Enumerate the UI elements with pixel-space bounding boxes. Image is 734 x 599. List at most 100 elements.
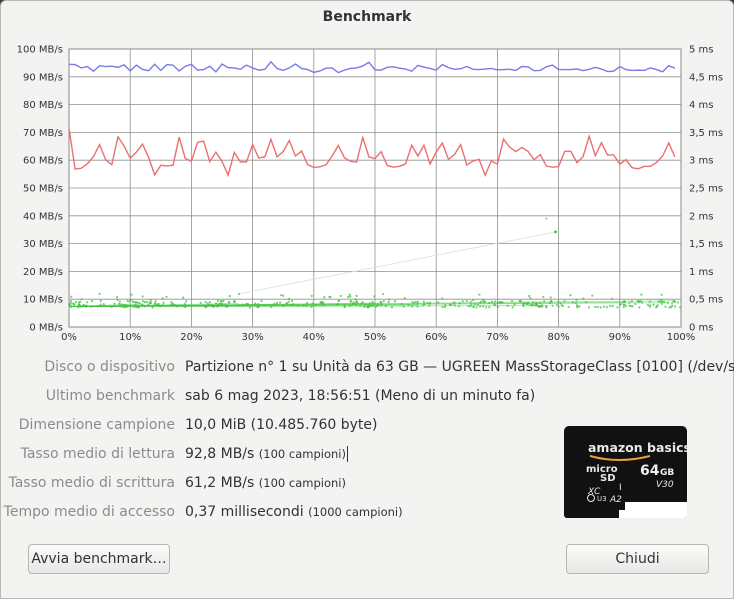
access-time-point — [233, 300, 237, 303]
access-time-point — [567, 305, 570, 309]
access-time-point — [624, 304, 627, 307]
read-rate-value-wrap: 92,8 MB/s (100 campioni) — [185, 443, 348, 465]
access-time-point — [199, 301, 202, 305]
y-left-tick-label: 50 MB/s — [23, 184, 63, 195]
access-time-point — [569, 294, 572, 297]
access-time-point — [141, 295, 144, 298]
access-time-point — [551, 304, 554, 307]
access-time-point — [545, 217, 548, 220]
access-time-point — [403, 297, 406, 300]
write-rate-line — [68, 128, 676, 178]
y-right-tick-label: 2 ms — [689, 211, 714, 222]
access-time-point — [496, 305, 500, 309]
access-time-point — [549, 296, 552, 299]
y-left-tick-label: 20 MB/s — [23, 267, 63, 278]
benchmark-chart: 0% 10% 20% 30% 40% 50% 60% 70% 80% 90% 100% 0 MB/s 0… — [17, 45, 723, 342]
access-time-point — [162, 301, 165, 304]
access-time-point — [578, 305, 581, 308]
x-tick-label: 60% — [425, 332, 447, 341]
write-rate-value: 61,2 MB/s — [185, 475, 255, 491]
access-time-point — [545, 306, 548, 309]
read-samples: (100 campioni) — [258, 447, 346, 461]
access-time-point — [145, 300, 148, 303]
access-time-point — [80, 298, 83, 301]
read-rate-label: Tasso medio di lettura — [20, 446, 175, 462]
access-time-point — [228, 294, 231, 298]
access-time-point — [130, 293, 133, 296]
access-time-point — [382, 292, 385, 296]
sd-micro: micro — [586, 464, 618, 475]
access-time-point — [554, 230, 557, 234]
access-time-point — [148, 301, 151, 304]
access-time-point — [74, 301, 78, 304]
access-time-point — [291, 299, 294, 303]
access-time-point — [443, 306, 447, 309]
access-time-point — [472, 298, 475, 302]
close-button[interactable]: Chiudi — [566, 544, 709, 574]
access-time-point — [275, 301, 279, 305]
write-rate-value-wrap: 61,2 MB/s (100 campioni) — [185, 472, 346, 494]
access-time-point — [228, 300, 231, 304]
start-benchmark-button[interactable]: Avvia benchmark… — [28, 544, 170, 574]
x-tick-label: 0% — [61, 332, 77, 341]
access-time-point — [388, 298, 391, 301]
access-time-point — [323, 296, 326, 299]
access-time-point — [170, 300, 173, 304]
x-tick-label: 20% — [180, 332, 202, 341]
sd-speed-class: V30 — [656, 480, 674, 490]
access-time-point — [280, 294, 283, 297]
access-time-point — [149, 298, 152, 302]
access-time-point — [151, 306, 154, 309]
access-time-point — [279, 301, 282, 304]
access-time-point — [98, 292, 101, 295]
access-time-point — [143, 300, 146, 304]
access-time-point — [310, 294, 313, 298]
access-time-point — [528, 294, 531, 298]
access-time-point — [461, 300, 464, 303]
access-time-point — [638, 306, 641, 309]
access-time-point — [248, 306, 251, 309]
text-cursor — [346, 446, 348, 462]
access-time-point — [379, 300, 382, 303]
access-time-point — [161, 297, 164, 300]
access-time-point — [628, 304, 631, 307]
access-time-point — [605, 305, 608, 309]
x-tick-label: 30% — [241, 332, 263, 341]
access-time-point — [371, 300, 374, 304]
last-benchmark-row: Ultimo benchmark sab 6 mag 2023, 18:56:5… — [1, 385, 734, 407]
y-right-tick-label: 0 ms — [689, 323, 714, 334]
access-time-point — [652, 303, 655, 306]
access-time-point — [529, 297, 532, 300]
access-time-point — [287, 300, 291, 303]
access-time-point — [616, 306, 619, 309]
access-time-point — [337, 299, 340, 303]
y-right-tick-label: 5 ms — [689, 45, 714, 56]
access-time-point — [216, 299, 220, 302]
access-time-point — [582, 297, 585, 300]
access-time-point — [349, 299, 352, 303]
y-left-tick-label: 30 MB/s — [23, 239, 63, 250]
access-time-point — [511, 306, 514, 309]
access-time-point — [576, 304, 579, 307]
access-time-point — [611, 304, 614, 307]
access-time-point — [238, 292, 241, 296]
y-left-tick-label: 80 MB/s — [23, 100, 63, 111]
write-rate-row: Tasso medio di scrittura 61,2 MB/s (100 … — [1, 472, 734, 494]
access-time-point — [482, 299, 485, 302]
access-time-point — [599, 306, 602, 309]
sd-capacity-unit: GB — [660, 468, 674, 478]
access-time-point — [99, 303, 102, 306]
x-tick-label: 50% — [364, 332, 386, 341]
y-left-tick-label: 70 MB/s — [23, 128, 63, 139]
access-time-point — [113, 302, 116, 305]
access-time-point — [124, 306, 127, 309]
access-time-point — [185, 300, 188, 303]
class10-icon — [587, 494, 595, 502]
access-time-point — [646, 303, 650, 306]
access-time-point — [465, 299, 468, 303]
access-time-point — [77, 303, 80, 306]
y-right-tick-label: 0,5 ms — [689, 295, 723, 306]
access-time-point — [208, 301, 212, 304]
access-time-point — [668, 306, 671, 309]
